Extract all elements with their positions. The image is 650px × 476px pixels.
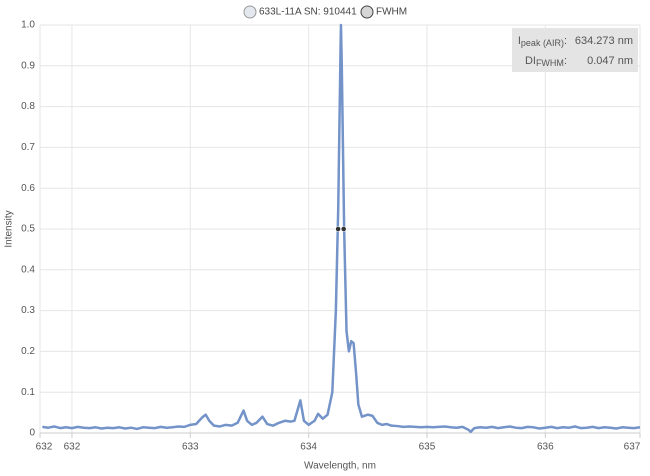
y-tick-label: 1.0 [21,20,35,31]
legend[interactable]: 633L-11A SN: 910441 FWHM [243,5,407,19]
annotation-symbol: I [518,35,521,47]
annotation-separator: : [564,35,567,47]
y-tick-label: 0 [29,428,35,439]
annotation-value: 634.273 nm [575,35,633,47]
y-tick-label: 0.8 [21,101,35,112]
annotation-separator: : [564,55,567,67]
spectrum-line [42,23,641,434]
x-tick-label: 635 [419,442,436,453]
annotation-symbol: DI [525,55,536,67]
x-tick-label: 632 [64,442,81,453]
x-tick-label: 634 [300,442,317,453]
x-tick-label: 633 [182,442,199,453]
x-tick-label: 637 [624,442,641,453]
legend-label[interactable]: FWHM [376,7,407,18]
y-tick-label: 0.6 [21,183,35,194]
legend-icon[interactable] [243,5,257,19]
legend-label[interactable]: 633L-11A SN: 910441 [259,7,357,18]
x-axis-title: Wavelength, nm [304,461,376,472]
y-tick-label: 0.2 [21,346,35,357]
y-tick-label: 0.3 [21,305,35,316]
annotation-label: DIFWHM: [525,55,567,68]
y-axis-title: Intensity [4,210,15,247]
y-tick-label: 0.9 [21,60,35,71]
annotation-subscript: peak (AIR) [521,38,564,48]
y-tick-label: 0.4 [21,264,35,275]
annotation-value: 0.047 nm [587,55,633,67]
fwhm-marker [335,226,341,232]
legend-icon[interactable] [360,5,374,19]
y-tick-label: 0.7 [21,142,35,153]
annotation-label: Ipeak (AIR): [518,35,567,48]
x-tick-label: 632 [36,442,53,453]
annotation-subscript: FWHM [536,58,564,68]
x-tick-label: 636 [537,442,554,453]
annotation-background [512,28,638,72]
fwhm-marker [340,226,347,232]
y-tick-label: 0.1 [21,387,35,398]
y-tick-label: 0.5 [21,224,35,235]
